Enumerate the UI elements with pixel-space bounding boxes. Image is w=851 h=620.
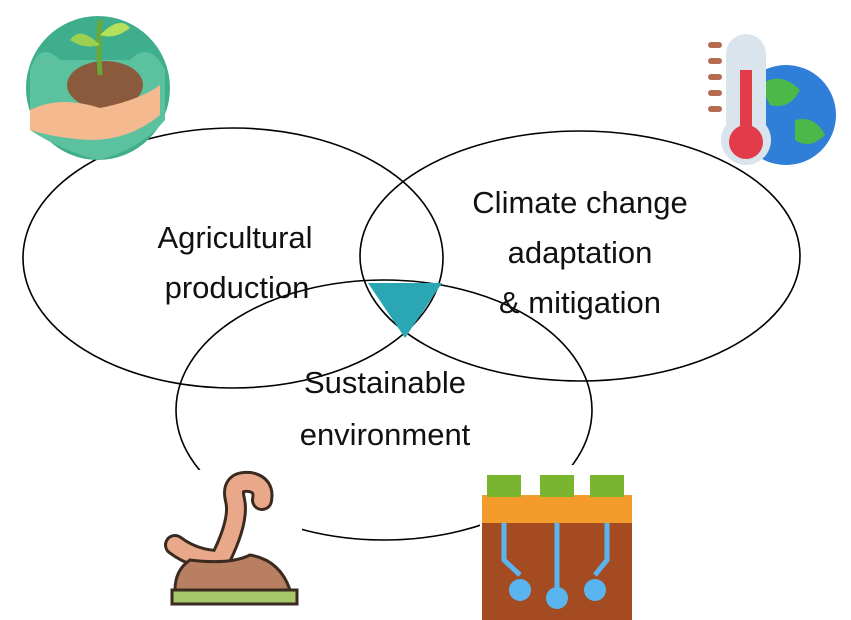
set-label: Agricultural (157, 220, 312, 255)
set-ring (23, 128, 443, 388)
icon-roots (480, 465, 635, 620)
intersection-marker (368, 283, 442, 338)
set-label: environment (300, 417, 471, 452)
icon-plant-hand (26, 16, 170, 160)
icon-thermometer-globe (708, 34, 836, 165)
page: Agricultural production Climate change a… (0, 0, 851, 620)
set-label: Climate change (472, 185, 687, 220)
set-label: Sustainable (304, 365, 466, 400)
set-label: production (165, 270, 310, 305)
set-label: adaptation (508, 235, 653, 270)
venn-diagram: Agricultural production Climate change a… (0, 0, 851, 620)
icon-worm (162, 470, 302, 610)
set-label: & mitigation (499, 285, 661, 320)
